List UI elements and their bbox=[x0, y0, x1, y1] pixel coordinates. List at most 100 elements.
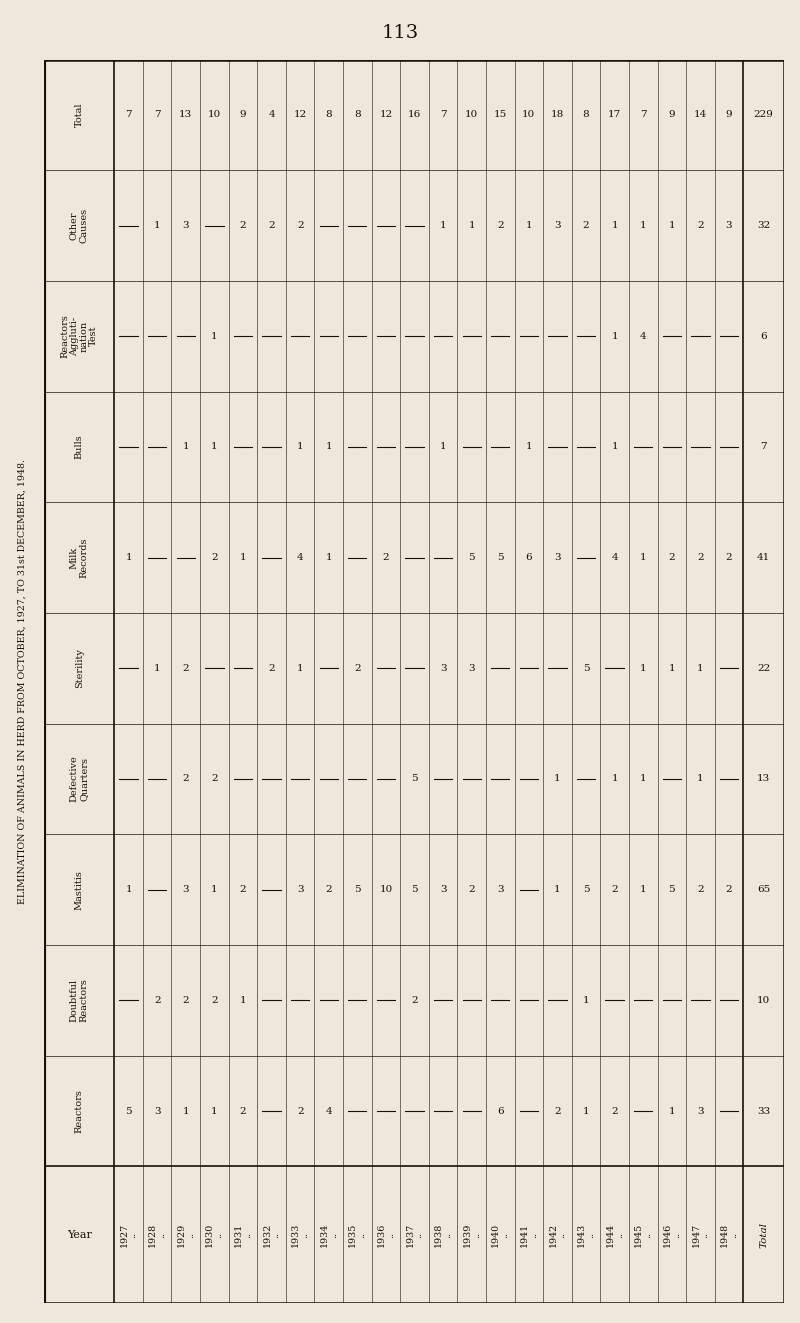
Text: Total: Total bbox=[759, 1221, 768, 1248]
Text: 2: 2 bbox=[154, 996, 161, 1005]
Text: 1: 1 bbox=[211, 1106, 218, 1115]
Text: 3: 3 bbox=[154, 1106, 161, 1115]
Text: 1: 1 bbox=[582, 1106, 590, 1115]
Text: 2: 2 bbox=[582, 221, 590, 230]
Text: Other
Causes: Other Causes bbox=[70, 208, 89, 243]
Text: 1: 1 bbox=[582, 996, 590, 1005]
Text: 2: 2 bbox=[611, 1106, 618, 1115]
Text: 2: 2 bbox=[268, 664, 275, 673]
Text: 65: 65 bbox=[757, 885, 770, 894]
Text: 2: 2 bbox=[468, 885, 475, 894]
Text: 1: 1 bbox=[669, 664, 675, 673]
Text: 9: 9 bbox=[240, 110, 246, 119]
Text: 22: 22 bbox=[757, 664, 770, 673]
Text: 1: 1 bbox=[297, 664, 303, 673]
Text: 3: 3 bbox=[497, 885, 503, 894]
Text: Mastitis: Mastitis bbox=[74, 869, 84, 910]
Text: 8: 8 bbox=[354, 110, 361, 119]
Text: Reactors: Reactors bbox=[74, 1089, 84, 1132]
Text: 1943
..: 1943 .. bbox=[577, 1222, 595, 1246]
Text: 1: 1 bbox=[611, 332, 618, 341]
Text: 1: 1 bbox=[640, 774, 646, 783]
Text: 1: 1 bbox=[440, 442, 446, 451]
Text: 5: 5 bbox=[582, 885, 590, 894]
Text: 7: 7 bbox=[126, 110, 132, 119]
Text: 1928
..: 1928 .. bbox=[148, 1222, 166, 1246]
Text: 12: 12 bbox=[379, 110, 393, 119]
Text: 1946
..: 1946 .. bbox=[663, 1222, 681, 1246]
Text: 1: 1 bbox=[554, 885, 561, 894]
Text: 13: 13 bbox=[757, 774, 770, 783]
Text: 32: 32 bbox=[757, 221, 770, 230]
Text: 2: 2 bbox=[240, 1106, 246, 1115]
Text: 1: 1 bbox=[211, 885, 218, 894]
Text: 1: 1 bbox=[440, 221, 446, 230]
Text: Doubtful
Reactors: Doubtful Reactors bbox=[70, 979, 89, 1023]
Text: 3: 3 bbox=[554, 221, 561, 230]
Text: Sterility: Sterility bbox=[74, 648, 84, 688]
Text: 17: 17 bbox=[608, 110, 622, 119]
Text: 3: 3 bbox=[726, 221, 732, 230]
Text: 2: 2 bbox=[726, 553, 732, 562]
Text: 13: 13 bbox=[179, 110, 193, 119]
Text: 1940
..: 1940 .. bbox=[491, 1222, 510, 1246]
Text: 1947
..: 1947 .. bbox=[691, 1222, 710, 1246]
Text: 1: 1 bbox=[669, 221, 675, 230]
Text: 1935
..: 1935 .. bbox=[348, 1222, 366, 1248]
Text: 15: 15 bbox=[494, 110, 507, 119]
Text: 3: 3 bbox=[554, 553, 561, 562]
Text: 2: 2 bbox=[697, 553, 704, 562]
Text: 1936
..: 1936 .. bbox=[377, 1222, 395, 1248]
Text: 1: 1 bbox=[526, 221, 532, 230]
Text: 5: 5 bbox=[411, 885, 418, 894]
Text: 1934
..: 1934 .. bbox=[320, 1222, 338, 1246]
Text: 1: 1 bbox=[611, 221, 618, 230]
Text: 1: 1 bbox=[640, 553, 646, 562]
Text: 16: 16 bbox=[408, 110, 421, 119]
Text: 7: 7 bbox=[440, 110, 446, 119]
Text: 1933
..: 1933 .. bbox=[291, 1222, 309, 1248]
Text: 2: 2 bbox=[297, 1106, 303, 1115]
Text: Reactors
Aggluti-
nation
Test: Reactors Aggluti- nation Test bbox=[60, 315, 98, 359]
Text: 2: 2 bbox=[726, 885, 732, 894]
Text: 2: 2 bbox=[182, 664, 189, 673]
Text: 2: 2 bbox=[240, 221, 246, 230]
Text: 1948
..: 1948 .. bbox=[720, 1222, 738, 1246]
Text: 2: 2 bbox=[182, 996, 189, 1005]
Text: 1: 1 bbox=[640, 221, 646, 230]
Text: 229: 229 bbox=[754, 110, 774, 119]
Text: 1: 1 bbox=[126, 885, 132, 894]
Text: 9: 9 bbox=[726, 110, 732, 119]
Text: 2: 2 bbox=[211, 996, 218, 1005]
Text: 1927
..: 1927 .. bbox=[119, 1222, 138, 1246]
Text: 2: 2 bbox=[697, 221, 704, 230]
Text: 3: 3 bbox=[440, 664, 446, 673]
Text: ELIMINATION OF ANIMALS IN HERD FROM OCTOBER, 1927, TO 31st DECEMBER, 1948.: ELIMINATION OF ANIMALS IN HERD FROM OCTO… bbox=[18, 459, 26, 904]
Text: 5: 5 bbox=[411, 774, 418, 783]
Text: 1: 1 bbox=[611, 442, 618, 451]
Text: 1: 1 bbox=[154, 664, 161, 673]
Text: 5: 5 bbox=[126, 1106, 132, 1115]
Text: 4: 4 bbox=[640, 332, 646, 341]
Text: 2: 2 bbox=[354, 664, 361, 673]
Text: Total: Total bbox=[74, 103, 84, 127]
Text: 1: 1 bbox=[526, 442, 532, 451]
Text: 1930
..: 1930 .. bbox=[206, 1222, 223, 1246]
Text: 3: 3 bbox=[182, 885, 189, 894]
Text: 1: 1 bbox=[126, 553, 132, 562]
Text: 4: 4 bbox=[297, 553, 303, 562]
Text: 1: 1 bbox=[154, 221, 161, 230]
Text: 1: 1 bbox=[669, 1106, 675, 1115]
Text: 2: 2 bbox=[697, 885, 704, 894]
Text: 1: 1 bbox=[182, 442, 189, 451]
Text: 1: 1 bbox=[240, 996, 246, 1005]
Text: 14: 14 bbox=[694, 110, 707, 119]
Text: 1942
..: 1942 .. bbox=[549, 1222, 566, 1246]
Text: 1945
..: 1945 .. bbox=[634, 1222, 652, 1246]
Text: 2: 2 bbox=[240, 885, 246, 894]
Text: 1937
..: 1937 .. bbox=[406, 1222, 423, 1246]
Text: 1: 1 bbox=[554, 774, 561, 783]
Text: 33: 33 bbox=[757, 1106, 770, 1115]
Text: 6: 6 bbox=[497, 1106, 503, 1115]
Text: 113: 113 bbox=[382, 24, 418, 42]
